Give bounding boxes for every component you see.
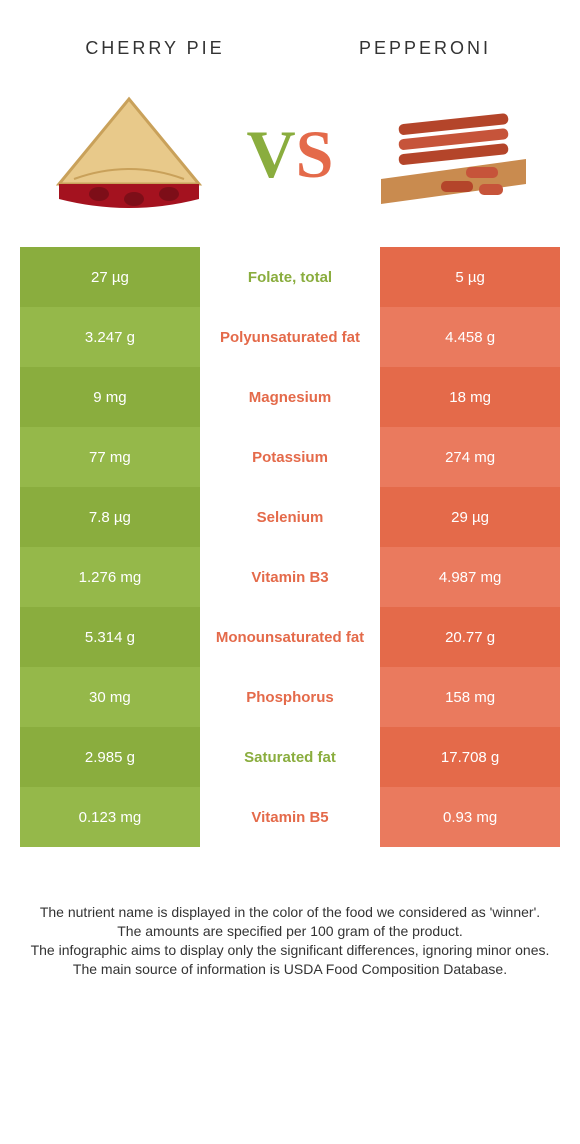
table-row: 5.314 gMonounsaturated fat20.77 g: [20, 607, 560, 667]
table-row: 77 mgPotassium274 mg: [20, 427, 560, 487]
pepperoni-icon: [371, 89, 531, 219]
left-value-cell: 3.247 g: [20, 307, 200, 367]
left-value-cell: 7.8 µg: [20, 487, 200, 547]
header-titles: CHERRY PIE PEPPERONI: [20, 0, 560, 69]
nutrient-label-cell: Folate, total: [200, 247, 380, 307]
left-food-image: [20, 89, 239, 219]
table-row: 30 mgPhosphorus158 mg: [20, 667, 560, 727]
left-value-cell: 77 mg: [20, 427, 200, 487]
nutrient-label-cell: Polyunsaturated fat: [200, 307, 380, 367]
nutrient-label-cell: Magnesium: [200, 367, 380, 427]
left-value-cell: 5.314 g: [20, 607, 200, 667]
infographic-container: CHERRY PIE PEPPERONI VS: [0, 0, 580, 979]
right-food-title: PEPPERONI: [290, 38, 560, 59]
nutrient-label-cell: Vitamin B5: [200, 787, 380, 847]
cherry-pie-icon: [49, 89, 209, 219]
table-row: 0.123 mgVitamin B50.93 mg: [20, 787, 560, 847]
right-value-cell: 4.458 g: [380, 307, 560, 367]
table-row: 7.8 µgSelenium29 µg: [20, 487, 560, 547]
vs-label: VS: [239, 120, 342, 188]
vs-letter-v: V: [247, 120, 296, 188]
nutrient-label-cell: Vitamin B3: [200, 547, 380, 607]
nutrient-label-cell: Selenium: [200, 487, 380, 547]
left-value-cell: 9 mg: [20, 367, 200, 427]
nutrient-label-cell: Potassium: [200, 427, 380, 487]
footnote-line: The amounts are specified per 100 gram o…: [30, 922, 550, 941]
nutrient-label-cell: Monounsaturated fat: [200, 607, 380, 667]
nutrient-comparison-table: 27 µgFolate, total5 µg3.247 gPolyunsatur…: [20, 247, 560, 847]
right-value-cell: 17.708 g: [380, 727, 560, 787]
vs-letter-s: S: [296, 120, 334, 188]
right-value-cell: 18 mg: [380, 367, 560, 427]
hero-row: VS: [20, 69, 560, 247]
footnote-line: The nutrient name is displayed in the co…: [30, 903, 550, 922]
right-value-cell: 158 mg: [380, 667, 560, 727]
right-value-cell: 4.987 mg: [380, 547, 560, 607]
right-value-cell: 0.93 mg: [380, 787, 560, 847]
footnote-block: The nutrient name is displayed in the co…: [20, 847, 560, 979]
table-row: 27 µgFolate, total5 µg: [20, 247, 560, 307]
left-value-cell: 1.276 mg: [20, 547, 200, 607]
table-row: 1.276 mgVitamin B34.987 mg: [20, 547, 560, 607]
right-value-cell: 29 µg: [380, 487, 560, 547]
nutrient-label-cell: Phosphorus: [200, 667, 380, 727]
table-row: 3.247 gPolyunsaturated fat4.458 g: [20, 307, 560, 367]
right-food-image: [341, 89, 560, 219]
right-value-cell: 5 µg: [380, 247, 560, 307]
table-row: 9 mgMagnesium18 mg: [20, 367, 560, 427]
left-value-cell: 2.985 g: [20, 727, 200, 787]
left-food-title: CHERRY PIE: [20, 38, 290, 59]
right-value-cell: 20.77 g: [380, 607, 560, 667]
left-value-cell: 30 mg: [20, 667, 200, 727]
nutrient-label-cell: Saturated fat: [200, 727, 380, 787]
left-value-cell: 0.123 mg: [20, 787, 200, 847]
footnote-line: The main source of information is USDA F…: [30, 960, 550, 979]
table-row: 2.985 gSaturated fat17.708 g: [20, 727, 560, 787]
footnote-line: The infographic aims to display only the…: [30, 941, 550, 960]
left-value-cell: 27 µg: [20, 247, 200, 307]
right-value-cell: 274 mg: [380, 427, 560, 487]
